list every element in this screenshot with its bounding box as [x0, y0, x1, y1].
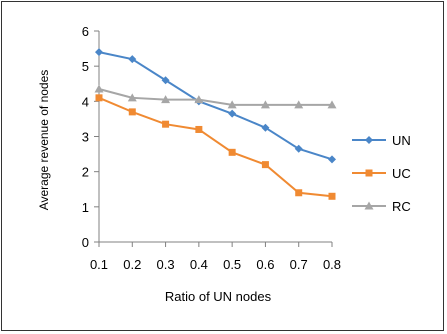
- legend-label: UN: [392, 133, 411, 148]
- x-tick-label: 0.2: [123, 257, 141, 272]
- legend-marker-un: [365, 136, 373, 144]
- x-ticks: 0.1 0.2 0.3 0.4 0.5 0.6 0.7 0.8: [90, 242, 341, 272]
- data-point-un: [128, 55, 137, 64]
- series-line-rc: [98, 88, 332, 106]
- legend-label: UC: [392, 166, 411, 181]
- legend-item-un: UN: [352, 133, 411, 148]
- data-point-uc: [328, 192, 336, 200]
- x-axis-label: Ratio of UN nodes: [165, 289, 272, 304]
- y-tick-label: 1: [82, 200, 89, 215]
- data-point-un: [328, 155, 336, 164]
- axes: [98, 31, 332, 243]
- data-point-rc: [227, 100, 237, 109]
- y-tick-label: 5: [82, 59, 89, 74]
- y-tick-label: 4: [82, 94, 89, 109]
- series-group: [94, 48, 337, 200]
- legend-marker-uc: [365, 169, 373, 177]
- y-tick-label: 0: [82, 235, 89, 250]
- data-point-uc: [195, 125, 203, 133]
- data-point-uc: [162, 120, 170, 128]
- data-point-rc: [294, 100, 304, 109]
- x-tick-label: 0.8: [323, 257, 341, 272]
- data-point-uc: [228, 148, 236, 156]
- y-axis-label: Average revenue of nodes: [37, 70, 51, 211]
- series-rc: [94, 84, 337, 109]
- data-point-uc: [295, 189, 303, 197]
- data-point-rc: [127, 93, 137, 102]
- legend-item-uc: UC: [352, 166, 411, 181]
- x-tick-label: 0.4: [190, 257, 208, 272]
- data-point-un: [95, 48, 103, 57]
- series-line-un: [98, 51, 333, 161]
- chart-frame: [1, 1, 444, 331]
- data-point-rc: [194, 95, 204, 104]
- data-point-un: [261, 123, 270, 132]
- data-point-un: [161, 76, 170, 85]
- x-tick-label: 0.1: [90, 257, 108, 272]
- x-tick-label: 0.7: [290, 257, 308, 272]
- series-line-uc: [98, 96, 333, 198]
- data-point-uc: [95, 94, 103, 102]
- data-point-uc: [261, 161, 269, 169]
- data-point-uc: [128, 108, 136, 116]
- legend-item-rc: RC: [352, 199, 411, 214]
- legend: UN UC RC: [352, 133, 411, 214]
- y-tick-label: 6: [82, 24, 89, 39]
- data-point-rc: [327, 100, 337, 109]
- x-tick-label: 0.5: [223, 257, 241, 272]
- y-tick-label: 3: [82, 130, 89, 145]
- legend-label: RC: [392, 199, 411, 214]
- x-tick-label: 0.6: [256, 257, 274, 272]
- series-uc: [95, 94, 336, 200]
- legend-marker-rc: [364, 201, 374, 210]
- data-point-rc: [161, 95, 171, 104]
- x-tick-label: 0.3: [157, 257, 175, 272]
- y-ticks: 0 1 2 3 4 5 6: [82, 24, 99, 250]
- y-tick-label: 2: [82, 165, 89, 180]
- data-point-un: [228, 109, 237, 118]
- data-point-un: [294, 144, 303, 153]
- data-point-rc: [260, 100, 270, 109]
- data-point-rc: [94, 84, 104, 93]
- series-un: [95, 48, 336, 164]
